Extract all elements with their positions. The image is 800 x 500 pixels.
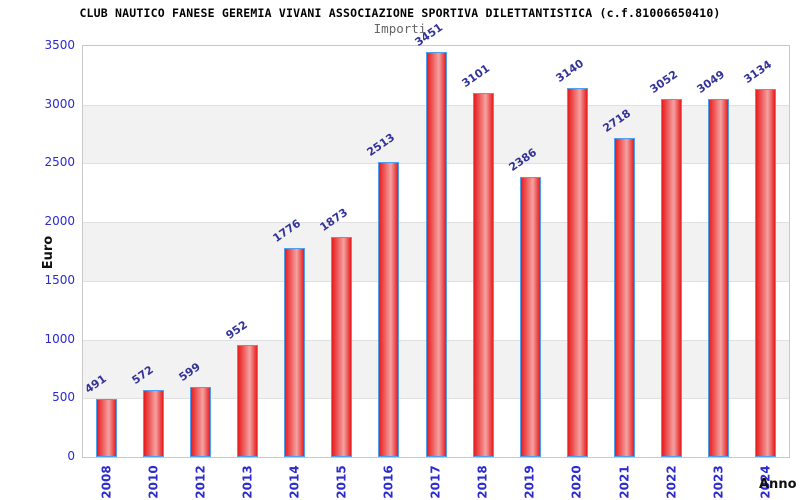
x-tick-label: 2020 bbox=[557, 462, 597, 500]
y-axis-label: Euro bbox=[27, 230, 71, 274]
bar-value-label: 3049 bbox=[694, 67, 727, 96]
x-tick-label-text: 2013 bbox=[240, 465, 255, 499]
x-tick-label: 2022 bbox=[651, 462, 691, 500]
x-tick-label-text: 2019 bbox=[523, 465, 538, 499]
bar-value-label: 3101 bbox=[459, 61, 492, 90]
x-tick-label: 2018 bbox=[463, 462, 503, 500]
bar bbox=[143, 390, 165, 457]
x-tick-label-text: 2020 bbox=[570, 465, 585, 499]
bar bbox=[331, 237, 353, 457]
x-tick-label: 2017 bbox=[416, 462, 456, 500]
bar bbox=[425, 52, 447, 457]
x-tick-label-text: 2010 bbox=[146, 465, 161, 499]
x-tick-label: 2013 bbox=[228, 462, 268, 500]
x-tick-label: 2023 bbox=[698, 462, 738, 500]
y-tick-label: 2000 bbox=[44, 214, 75, 229]
x-tick-label: 2010 bbox=[134, 462, 174, 500]
bar bbox=[660, 99, 682, 457]
bar bbox=[754, 89, 776, 457]
x-axis-label: Anno bbox=[759, 477, 797, 492]
x-tick-label-text: 2014 bbox=[287, 465, 302, 499]
x-tick-label: 2008 bbox=[87, 462, 127, 500]
x-tick-label-text: 2016 bbox=[381, 465, 396, 499]
y-axis-label-text: Euro bbox=[41, 235, 57, 269]
x-tick-label-text: 2018 bbox=[476, 465, 491, 499]
x-tick-label-text: 2022 bbox=[664, 465, 679, 499]
chart-title: CLUB NAUTICO FANESE GEREMIA VIVANI ASSOC… bbox=[79, 6, 721, 20]
x-tick-label: 2021 bbox=[604, 462, 644, 500]
x-tick-label-text: 2015 bbox=[334, 465, 349, 499]
x-tick-label-text: 2017 bbox=[429, 465, 443, 499]
x-tick-label-text: 2023 bbox=[711, 465, 726, 499]
bar bbox=[96, 399, 118, 457]
chart-subtitle: Importi bbox=[373, 21, 427, 36]
bar-value-label: 3134 bbox=[741, 57, 775, 86]
y-tick-label: 500 bbox=[52, 390, 75, 405]
y-tick-label: 1000 bbox=[44, 331, 75, 346]
bar bbox=[472, 93, 494, 457]
x-tick-label: 2015 bbox=[322, 462, 362, 500]
bar-value-label: 3052 bbox=[647, 67, 680, 96]
bar bbox=[378, 162, 400, 457]
x-tick-label: 2019 bbox=[510, 462, 550, 500]
bar bbox=[190, 387, 212, 457]
x-tick-label-text: 2021 bbox=[617, 465, 632, 499]
y-tick-label: 3500 bbox=[44, 38, 75, 52]
x-tick-label-text: 2008 bbox=[99, 465, 114, 499]
bar bbox=[613, 138, 635, 457]
x-tick-label: 2014 bbox=[275, 462, 315, 500]
y-tick-label: 2500 bbox=[44, 155, 75, 170]
x-tick-label-text: 2012 bbox=[193, 465, 208, 499]
x-tick-label: 2016 bbox=[369, 462, 409, 500]
plot-area: 491 572 599 952 1776 1873 2513 3451 3101 2386 3140… bbox=[82, 21, 790, 458]
y-tick-label: 3000 bbox=[44, 96, 75, 111]
y-tick-label: 0 bbox=[67, 449, 75, 463]
bar-value-label: 952 bbox=[223, 318, 251, 342]
bar bbox=[519, 177, 541, 457]
bar-value-label: 3140 bbox=[553, 56, 586, 85]
bar bbox=[707, 99, 729, 457]
bar bbox=[284, 248, 306, 457]
y-tick-label: 1500 bbox=[44, 272, 75, 287]
bar bbox=[566, 88, 588, 457]
x-tick-label: 2012 bbox=[181, 462, 221, 500]
bar bbox=[237, 345, 259, 457]
